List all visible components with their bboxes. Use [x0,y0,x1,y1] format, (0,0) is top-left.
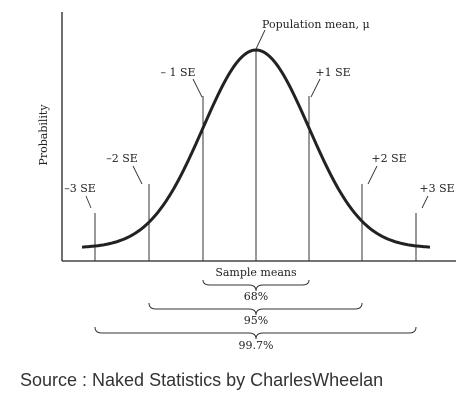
interval-68-brace [148,302,363,316]
plus3-pointer [421,195,429,209]
plus2-pointer [367,165,378,185]
mean-pointer [255,29,266,50]
bell-curve [81,48,431,249]
sample-means-brace [202,279,310,292]
se-label-minus1: – 1 SE [160,66,195,79]
x-axis-label: Sample means [215,266,297,279]
population-mean-label: Population mean, μ [262,18,370,31]
interval-95-brace [94,326,417,340]
minus3-pointer [85,195,92,209]
interval-68-label: 68% [244,290,268,303]
se-label-minus2: –2 SE [106,152,138,165]
interval-99-7-label: 99.7% [239,339,274,352]
minus1-pointer [192,78,203,98]
se-label-plus2: +2 SE [371,152,406,165]
source-caption: Source : Naked Statistics by CharlesWhee… [20,370,384,390]
se-label-minus3: –3 SE [64,182,96,195]
y-axis-label: Probability [37,104,50,166]
interval-95-label: 95% [244,314,268,327]
minus2-pointer [132,165,143,185]
se-label-plus3: +3 SE [419,182,454,195]
se-label-plus1: +1 SE [315,66,350,79]
plus1-pointer [310,78,321,98]
